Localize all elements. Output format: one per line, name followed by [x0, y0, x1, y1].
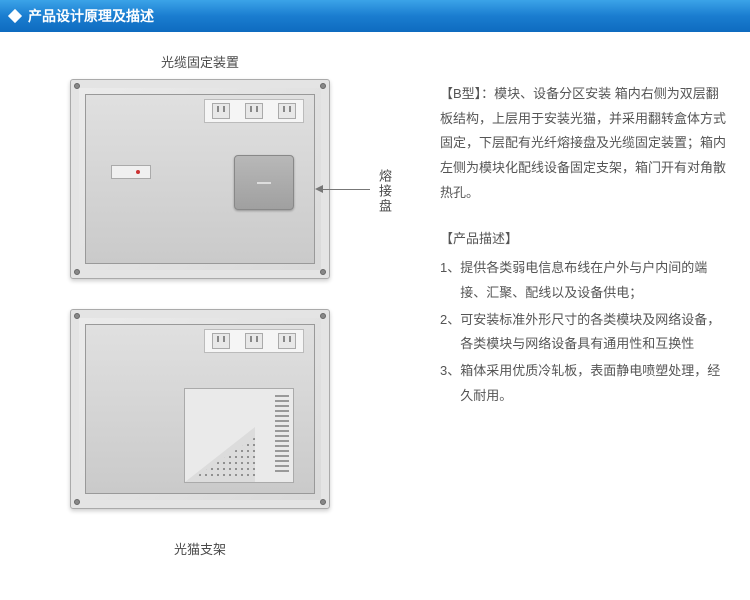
screw-icon [320, 313, 326, 319]
product-description: 【产品描述】 1、 提供各类弱电信息布线在户外与户内间的端接、汇聚、配线以及设备… [440, 227, 730, 408]
screw-icon [74, 499, 80, 505]
content-area: 光缆固定装置 熔接盘 [0, 32, 750, 568]
screw-icon [74, 83, 80, 89]
screw-icon [320, 269, 326, 275]
diamond-icon [8, 9, 22, 23]
desc-item-num: 3、 [440, 359, 460, 408]
type-b-label: 【B型】 [440, 86, 481, 101]
enclosure-box [70, 79, 330, 279]
desc-item: 2、 可安装标准外形尺寸的各类模块及网络设备，各类模块与网络设备具有通用性和互换… [440, 308, 730, 357]
text-column: 【B型】：模块、设备分区安装 箱内右侧为双层翻板结构，上层用于安装光猫，并采用翻… [430, 52, 730, 558]
vent-slots [275, 395, 289, 475]
enclosure-box [70, 309, 330, 509]
diagram-column: 光缆固定装置 熔接盘 [10, 52, 430, 558]
socket-icon [245, 103, 263, 119]
socket-icon [278, 333, 296, 349]
desc-item-text: 箱体采用优质冷轧板，表面静电喷塑处理，经久耐用。 [460, 359, 730, 408]
desc-item-text: 提供各类弱电信息布线在户外与户内间的端接、汇聚、配线以及设备供电； [460, 256, 730, 305]
screw-icon [74, 269, 80, 275]
caption-cable-fixture: 光缆固定装置 [0, 52, 430, 71]
callout-line [320, 189, 370, 190]
screw-icon [320, 499, 326, 505]
screw-icon [74, 313, 80, 319]
modem-bracket [184, 388, 294, 483]
desc-item-num: 2、 [440, 308, 460, 357]
section-header: 产品设计原理及描述 [0, 0, 750, 32]
latch-plate [111, 165, 151, 179]
desc-item-num: 1、 [440, 256, 460, 305]
arrow-icon [315, 185, 323, 193]
enclosure-diagram-top: 熔接盘 [10, 79, 430, 279]
callout-fusion: 熔接盘 [375, 169, 394, 214]
socket-icon [245, 333, 263, 349]
enclosure-interior [85, 94, 315, 264]
enclosure-diagram-bottom [10, 309, 430, 509]
screw-icon [320, 83, 326, 89]
socket-icon [212, 103, 230, 119]
indicator-dot [136, 170, 140, 174]
header-title: 产品设计原理及描述 [28, 6, 154, 26]
socket-icon [212, 333, 230, 349]
desc-item: 1、 提供各类弱电信息布线在户外与户内间的端接、汇聚、配线以及设备供电； [440, 256, 730, 305]
enclosure-interior [85, 324, 315, 494]
desc-heading: 【产品描述】 [440, 227, 730, 252]
socket-icon [278, 103, 296, 119]
power-socket-strip [204, 329, 304, 353]
fusion-splice-tray [234, 155, 294, 210]
type-b-description: 【B型】：模块、设备分区安装 箱内右侧为双层翻板结构，上层用于安装光猫，并采用翻… [440, 82, 730, 205]
desc-item: 3、 箱体采用优质冷轧板，表面静电喷塑处理，经久耐用。 [440, 359, 730, 408]
desc-item-text: 可安装标准外形尺寸的各类模块及网络设备，各类模块与网络设备具有通用性和互换性 [460, 308, 730, 357]
type-b-text: ：模块、设备分区安装 箱内右侧为双层翻板结构，上层用于安装光猫，并采用翻转盒体方… [440, 86, 726, 200]
caption-modem-bracket: 光猫支架 [0, 539, 430, 558]
power-socket-strip [204, 99, 304, 123]
